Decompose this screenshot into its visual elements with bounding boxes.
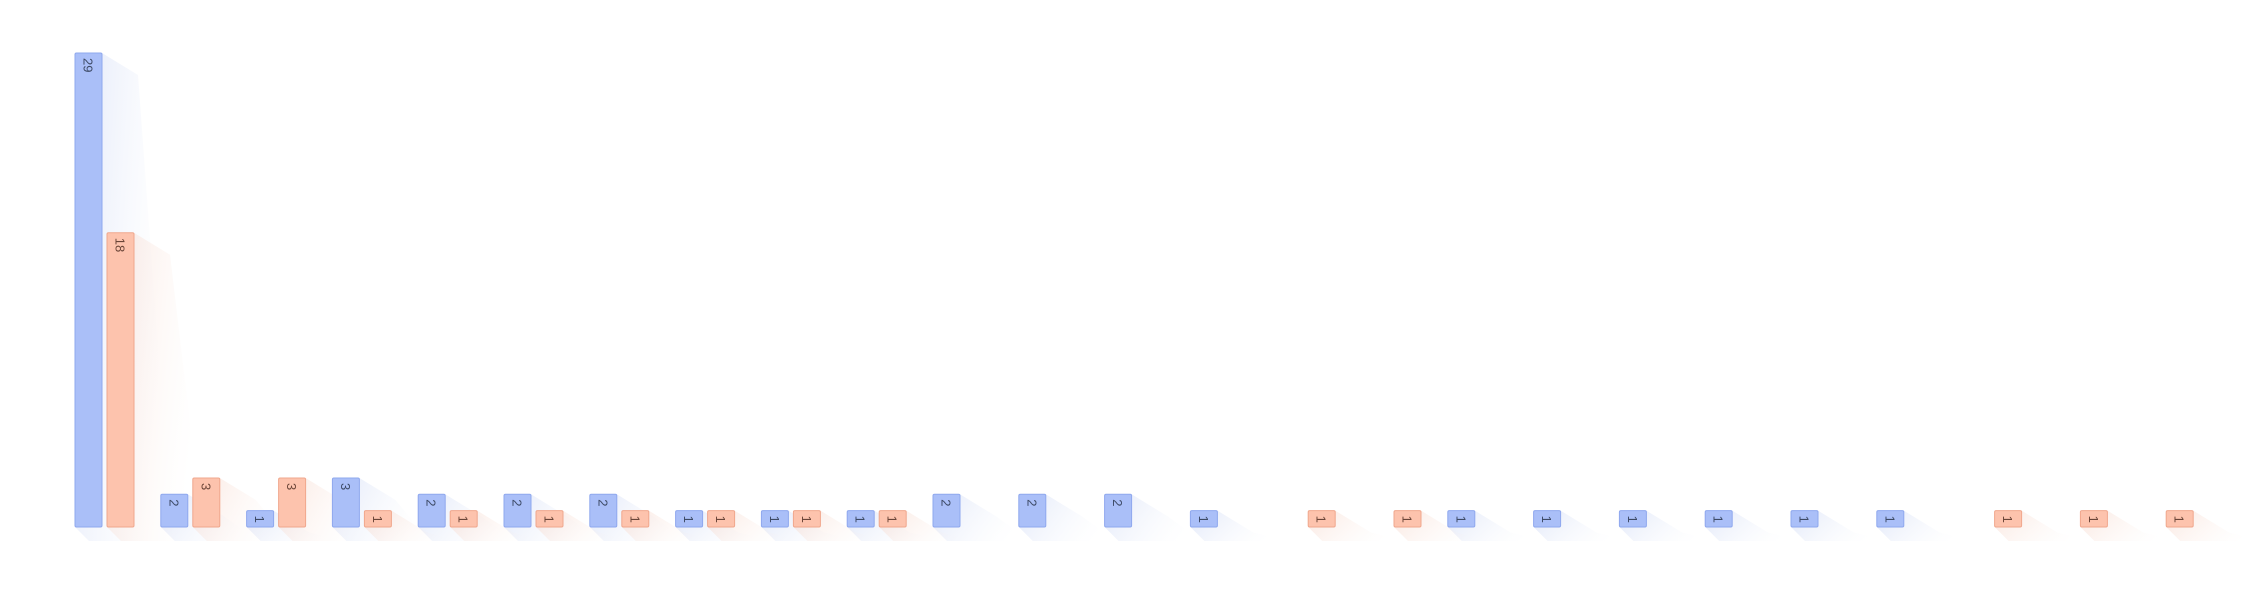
data-label: 1 bbox=[542, 516, 557, 523]
bar bbox=[878, 510, 907, 528]
data-label: 1 bbox=[1539, 516, 1554, 523]
bar bbox=[792, 510, 821, 528]
bar bbox=[846, 510, 875, 528]
data-label: 2 bbox=[1024, 499, 1039, 506]
bar bbox=[1104, 493, 1133, 528]
bar bbox=[589, 493, 618, 528]
data-label: 1 bbox=[713, 516, 728, 523]
data-label: 1 bbox=[627, 516, 642, 523]
bar bbox=[760, 510, 789, 528]
bar-labels: 29 2 1 3 2 2 2 1 1 1 2 2 2 1 1 1 1 1 1 1 18 3 3 1 1 1 1 1 1 1 1 1 1 1 1 bbox=[81, 58, 2187, 523]
data-label: 3 bbox=[198, 483, 213, 490]
data-label: 18 bbox=[113, 238, 128, 252]
bar bbox=[1307, 510, 1336, 528]
bar bbox=[1994, 510, 2023, 528]
data-label: 1 bbox=[1196, 516, 1211, 523]
data-label: 1 bbox=[1400, 516, 1415, 523]
data-label: 1 bbox=[370, 516, 385, 523]
bars bbox=[74, 52, 2194, 528]
data-label: 2 bbox=[424, 499, 439, 506]
bar bbox=[1018, 493, 1047, 528]
data-label: 2 bbox=[939, 499, 954, 506]
data-label: 1 bbox=[2172, 516, 2187, 523]
bar-shadows bbox=[75, 53, 2264, 542]
data-label: 3 bbox=[284, 483, 299, 490]
bar bbox=[2079, 510, 2108, 528]
data-label: 1 bbox=[1625, 516, 1640, 523]
bar bbox=[1189, 510, 1218, 528]
bar bbox=[932, 493, 961, 528]
data-label: 29 bbox=[81, 58, 96, 72]
bar bbox=[707, 510, 736, 528]
data-label: 1 bbox=[1711, 516, 1726, 523]
bar bbox=[74, 52, 103, 528]
bar bbox=[503, 493, 532, 528]
data-label: 1 bbox=[767, 516, 782, 523]
data-label: 1 bbox=[885, 516, 900, 523]
data-label: 1 bbox=[853, 516, 868, 523]
bar bbox=[1393, 510, 1422, 528]
data-label: 2 bbox=[166, 499, 181, 506]
bar bbox=[363, 510, 392, 528]
data-label: 1 bbox=[1797, 516, 1812, 523]
bar bbox=[1790, 510, 1819, 528]
bar bbox=[2165, 510, 2194, 528]
data-label: 1 bbox=[799, 516, 814, 523]
bar bbox=[675, 510, 704, 528]
data-label: 1 bbox=[1453, 516, 1468, 523]
data-label: 2 bbox=[510, 499, 525, 506]
data-label: 1 bbox=[1314, 516, 1329, 523]
data-label: 1 bbox=[456, 516, 471, 523]
data-label: 1 bbox=[681, 516, 696, 523]
data-label: 1 bbox=[1882, 516, 1897, 523]
bar bbox=[192, 477, 221, 528]
bar bbox=[417, 493, 446, 528]
data-label: 1 bbox=[252, 516, 267, 523]
bar bbox=[1533, 510, 1562, 528]
bar bbox=[1876, 510, 1905, 528]
data-label: 2 bbox=[595, 499, 610, 506]
data-label: 3 bbox=[338, 483, 353, 490]
data-label: 1 bbox=[2086, 516, 2101, 523]
data-label: 1 bbox=[2000, 516, 2015, 523]
bar bbox=[160, 493, 189, 528]
bar bbox=[449, 510, 478, 528]
bar bbox=[1618, 510, 1647, 528]
data-label: 2 bbox=[1110, 499, 1125, 506]
bar bbox=[535, 510, 564, 528]
bar bbox=[621, 510, 650, 528]
bar bbox=[1447, 510, 1476, 528]
bar bbox=[106, 232, 135, 528]
bar bbox=[331, 477, 360, 528]
bar bbox=[246, 510, 275, 528]
bar bbox=[1704, 510, 1733, 528]
bar bbox=[278, 477, 307, 528]
